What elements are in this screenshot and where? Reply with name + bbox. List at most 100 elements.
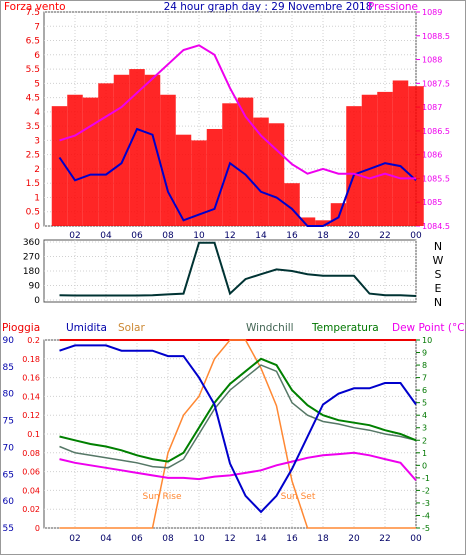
chart-title: 24 hour graph day : 29 Novembre 2018 bbox=[164, 1, 373, 13]
pressure-tick-label: 1087 bbox=[422, 103, 442, 112]
wind-speed-bar bbox=[98, 83, 114, 226]
wind-tick-label: 4.5 bbox=[26, 94, 40, 104]
pressure-tick-label: 1086.5 bbox=[422, 127, 450, 136]
wind-speed-bar bbox=[160, 94, 176, 226]
humidity-tick-label: 70 bbox=[3, 443, 15, 453]
wind-tick-label: 5.5 bbox=[26, 65, 40, 75]
x-tick-label: 02 bbox=[69, 534, 80, 544]
rain-tick-label: 0.14 bbox=[22, 392, 40, 401]
wind-speed-bar bbox=[51, 106, 68, 226]
x-tick-label: 16 bbox=[286, 534, 298, 544]
wind-speed-bar bbox=[315, 220, 331, 226]
humidity-line bbox=[59, 344, 417, 514]
x-tick-label: 16 bbox=[286, 231, 298, 241]
windchill-line bbox=[59, 364, 417, 469]
wind-speed-bar bbox=[377, 91, 393, 226]
x-tick-label: 22 bbox=[379, 534, 390, 544]
wind-speed-bar bbox=[346, 106, 362, 226]
pressure-tick-label: 1085 bbox=[422, 198, 442, 207]
wind-speed-bar bbox=[113, 74, 130, 226]
wind-tick-label: 6 bbox=[34, 51, 40, 61]
pressure-tick-label: 1086 bbox=[422, 151, 442, 160]
compass-tick-label: E bbox=[435, 282, 442, 295]
wind-speed-bar bbox=[268, 123, 285, 226]
wind-tick-label: 7.5 bbox=[26, 8, 40, 18]
temperature-axis-ticks: -5 -4 -3 -2 -1 0 1 2 3 4 5 6 7 8 9 10 bbox=[416, 336, 432, 533]
wind-speed-bar bbox=[392, 80, 409, 226]
x-tick-label: 12 bbox=[224, 231, 235, 241]
wind-tick-label: 7 bbox=[34, 22, 40, 32]
rain-tick-label: 0.02 bbox=[22, 505, 40, 514]
direction-panel-grid bbox=[44, 240, 417, 302]
wind-tick-label: 1.5 bbox=[26, 179, 40, 189]
rain-tick-label: 0.12 bbox=[22, 411, 40, 420]
temperature-tick-label: 10 bbox=[422, 336, 432, 345]
pressure-tick-label: 1085.5 bbox=[422, 174, 450, 183]
temperature-tick-label: 1 bbox=[422, 449, 427, 458]
wind-tick-label: 2.5 bbox=[26, 151, 40, 161]
pressure-tick-label: 1084.5 bbox=[422, 222, 450, 231]
x-tick-label: 12 bbox=[224, 534, 235, 544]
rain-tick-label: 0.16 bbox=[22, 374, 40, 383]
temperature-tick-label: 4 bbox=[422, 411, 427, 420]
temperature-tick-label: 5 bbox=[422, 399, 427, 408]
sunrise-label: Sun Rise bbox=[143, 492, 182, 502]
x-tick-label: 22 bbox=[379, 231, 390, 241]
wind-speed-bar bbox=[144, 74, 161, 226]
humidity-tick-label: 90 bbox=[3, 336, 15, 346]
temperature-panel-x-ticks: 02 04 06 08 10 12 14 16 18 20 22 00 bbox=[69, 534, 422, 544]
x-tick-label: 06 bbox=[131, 534, 143, 544]
compass-tick-label: W bbox=[433, 254, 444, 267]
pressure-tick-label: 1087.5 bbox=[422, 79, 450, 88]
temperature-line bbox=[59, 357, 417, 463]
temperature-tick-label: -4 bbox=[422, 511, 430, 520]
wind-label: Forza vento bbox=[4, 1, 66, 13]
humidity-axis-ticks: 55 60 65 70 75 80 85 90 bbox=[3, 336, 15, 534]
x-tick-label: 04 bbox=[100, 534, 112, 544]
solar-label: Solar bbox=[118, 322, 145, 334]
x-tick-label: 18 bbox=[317, 231, 329, 241]
wind-speed-bar bbox=[191, 140, 207, 226]
humidity-tick-label: 85 bbox=[3, 363, 14, 373]
wind-tick-label: 6.5 bbox=[26, 37, 40, 47]
pressure-tick-label: 1089 bbox=[422, 8, 442, 17]
wind-tick-label: 3 bbox=[34, 136, 40, 146]
direction-axis-ticks: 0 90 180 270 360 bbox=[23, 238, 40, 306]
wind-tick-label: 0.5 bbox=[26, 208, 40, 218]
x-tick-label: 20 bbox=[348, 231, 360, 241]
pressure-label: Pressione bbox=[368, 1, 418, 13]
temperature-tick-label: 7 bbox=[422, 374, 427, 383]
wind-tick-label: 1 bbox=[34, 193, 40, 203]
temperature-panel-grid bbox=[44, 339, 417, 529]
rain-axis-ticks: 0 0.02 0.04 0.06 0.08 0.1 0.12 0.14 0.16 0.18 0.2 bbox=[22, 336, 40, 533]
wind-speed-bar bbox=[361, 94, 378, 226]
x-tick-label: 14 bbox=[255, 534, 267, 544]
wind-speed-bar bbox=[237, 97, 254, 226]
dewpoint-label: Dew Point (°C) bbox=[392, 322, 466, 334]
wind-tick-label: 5 bbox=[34, 79, 40, 89]
wind-speed-bar bbox=[129, 69, 145, 226]
x-tick-label: 10 bbox=[193, 231, 205, 241]
pressure-line bbox=[59, 44, 416, 180]
rain-tick-label: 0.06 bbox=[22, 468, 40, 477]
temperature-tick-label: 6 bbox=[422, 386, 427, 395]
solar-line bbox=[59, 339, 416, 529]
compass-tick-label: N bbox=[434, 240, 442, 253]
temperature-tick-label: 9 bbox=[422, 349, 427, 358]
wind-axis-ticks: 0 0.5 1 1.5 2 2.5 3 3.5 4 4.5 5 5.5 6 6.5 7 7.5 bbox=[26, 8, 41, 232]
wind-tick-label: 4 bbox=[34, 108, 40, 118]
x-tick-label: 02 bbox=[69, 231, 80, 241]
x-tick-label: 00 bbox=[410, 231, 422, 241]
x-tick-label: 18 bbox=[317, 534, 329, 544]
wind-speed-bar bbox=[284, 183, 300, 226]
temperature-tick-label: -3 bbox=[422, 499, 430, 508]
rain-tick-label: 0.18 bbox=[22, 355, 40, 364]
temperature-label: Temperatura bbox=[311, 322, 379, 334]
wind-tick-label: 3.5 bbox=[26, 122, 40, 132]
humidity-label: Umidita bbox=[66, 322, 107, 334]
rain-tick-label: 0.04 bbox=[22, 486, 40, 495]
wind-direction-line bbox=[59, 241, 417, 297]
rain-tick-label: 0.2 bbox=[27, 336, 40, 345]
